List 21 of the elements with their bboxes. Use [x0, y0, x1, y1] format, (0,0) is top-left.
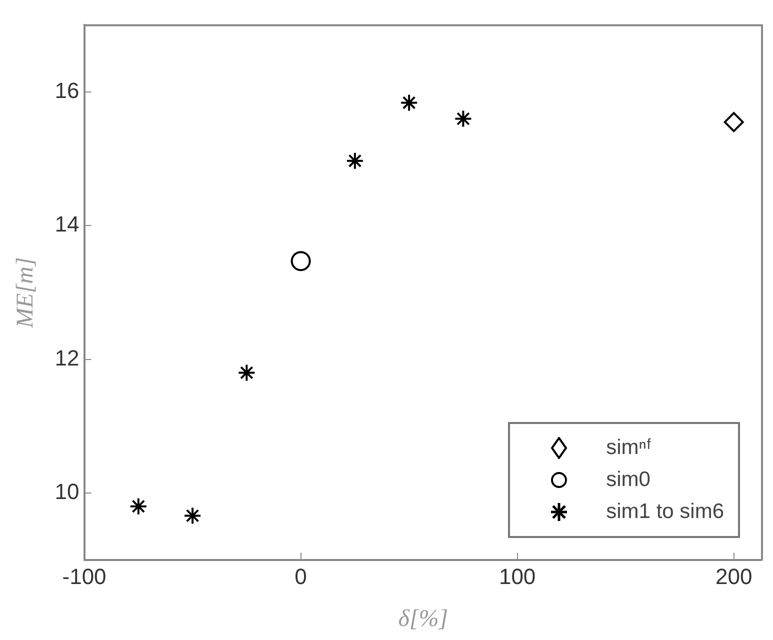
point [454, 110, 472, 128]
point [346, 152, 364, 170]
point [129, 497, 148, 516]
legend-label: sim1 to sim6 [606, 500, 724, 524]
point [724, 112, 744, 132]
y-tick-label: 14 [54, 212, 80, 237]
x-tick-label: -100 [62, 564, 106, 590]
legend-label: simⁿᶠ [606, 436, 652, 460]
y-tick-label: 10 [54, 479, 80, 504]
point [290, 251, 311, 272]
x-axis-title: δ[%] [398, 606, 448, 632]
point [184, 506, 202, 525]
y-tick-label: 16 [54, 78, 80, 104]
y-axis-title: ME[m] [12, 257, 39, 329]
y-tick-label: 12 [54, 345, 80, 370]
x-tick-label: 200 [715, 564, 752, 590]
x-tick-label: 100 [498, 564, 536, 590]
x-tick-label: 0 [294, 564, 307, 590]
legend-label: sim0 [606, 468, 650, 492]
point [238, 364, 256, 382]
point [400, 94, 418, 112]
